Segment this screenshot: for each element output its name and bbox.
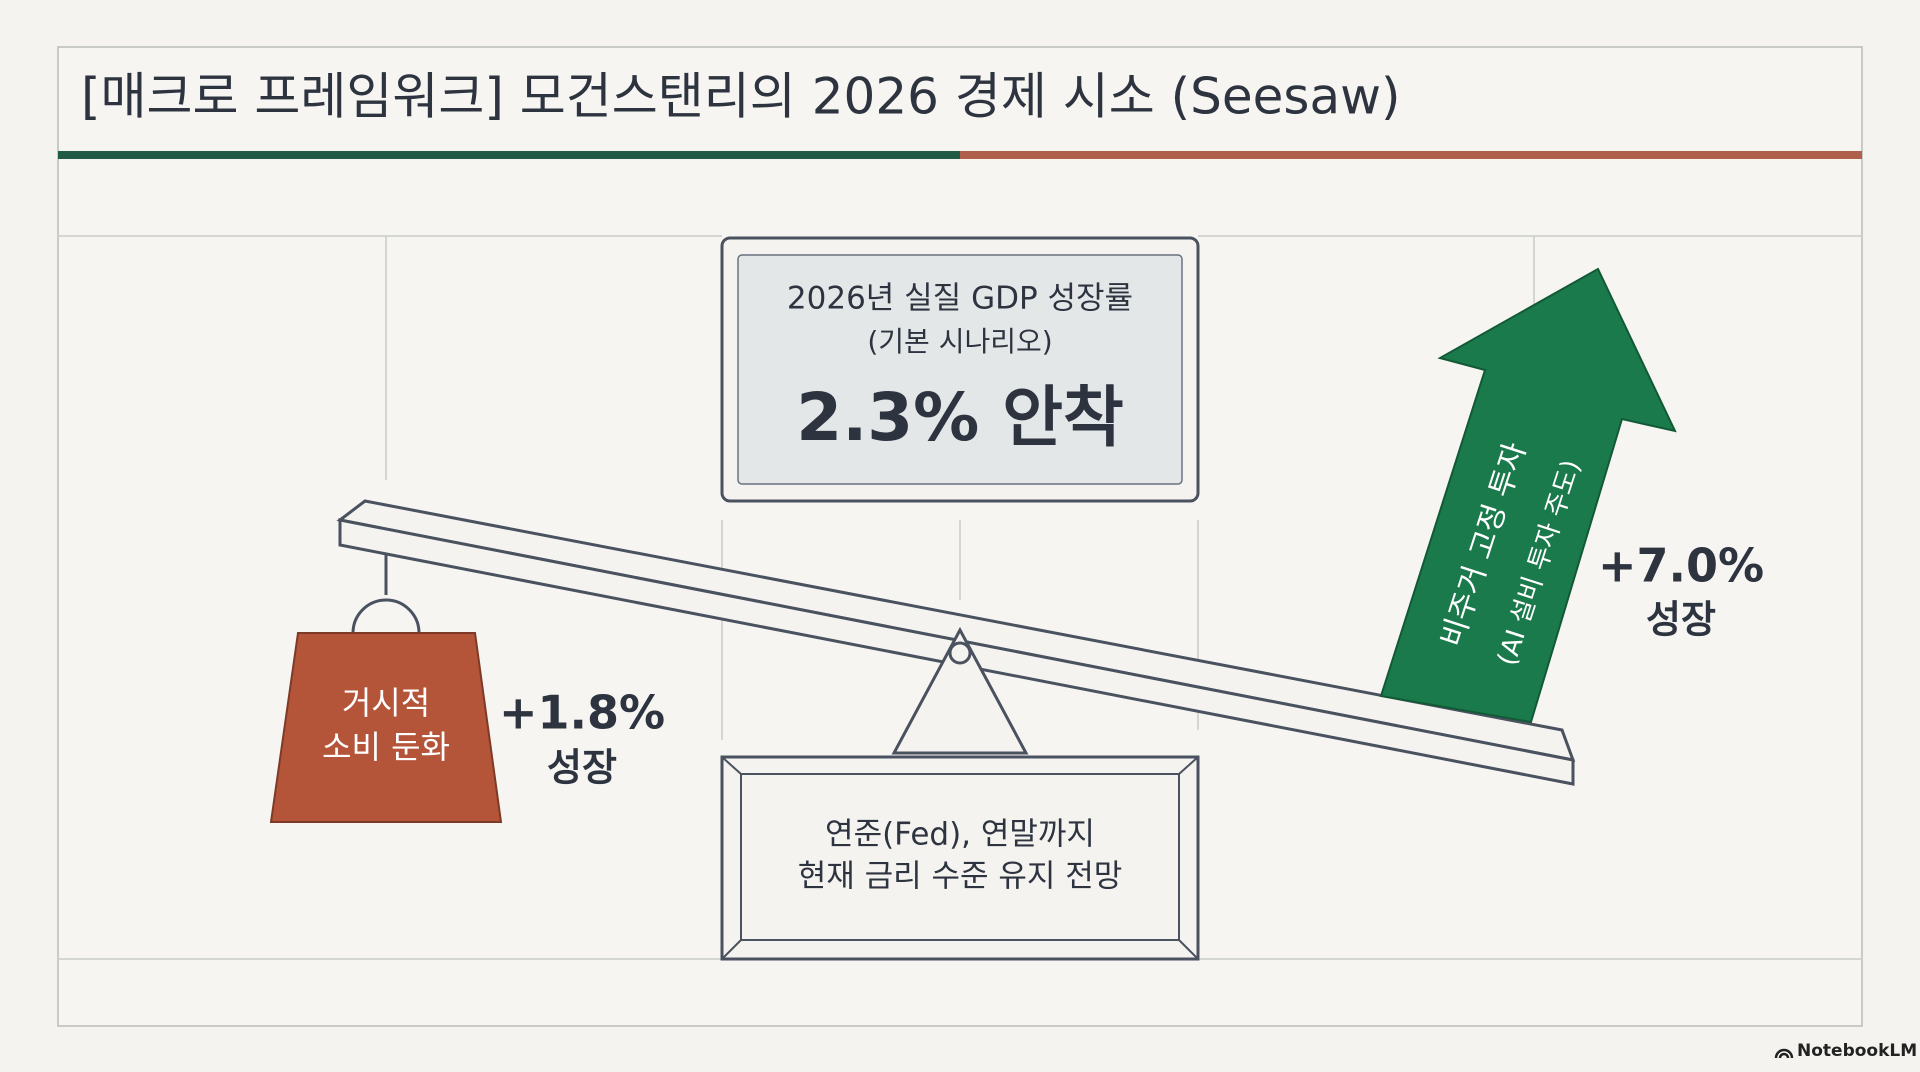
center-line1: 2026년 실질 GDP 성장률 bbox=[787, 281, 1133, 317]
underline-green bbox=[58, 151, 960, 159]
right-arrow: 비주거 고정 투자 (AI 설비 투자 주도) +7.0% 성장 bbox=[1379, 267, 1764, 724]
weight-line2: 소비 둔화 bbox=[322, 728, 450, 766]
fulcrum-line2: 현재 금리 수준 유지 전망 bbox=[798, 859, 1123, 895]
brand-name: NotebookLM bbox=[1797, 1041, 1917, 1061]
left-growth-label: 성장 bbox=[547, 746, 617, 790]
center-value: 2.3% 안착 bbox=[796, 379, 1123, 456]
underline-brown bbox=[960, 151, 1862, 159]
fulcrum-box: 연준(Fed), 연말까지 현재 금리 수준 유지 전망 bbox=[720, 755, 1200, 961]
seesaw bbox=[336, 499, 1576, 786]
right-growth: +7.0% bbox=[1598, 539, 1764, 593]
center-box: 2026년 실질 GDP 성장률 (기본 시나리오) 2.3% 안착 bbox=[720, 236, 1200, 503]
brand: NotebookLM bbox=[1774, 1041, 1917, 1061]
right-growth-label: 성장 bbox=[1646, 598, 1716, 642]
left-growth: +1.8% bbox=[499, 686, 665, 740]
title: [매크로 프레임워크] 모건스탠리의 2026 경제 시소 (Seesaw) bbox=[81, 68, 1400, 126]
weight-line1: 거시적 bbox=[342, 684, 430, 722]
left-weight: 거시적 소비 둔화 +1.8% 성장 bbox=[269, 598, 665, 823]
fulcrum-line1: 연준(Fed), 연말까지 bbox=[825, 817, 1095, 853]
center-line2: (기본 시나리오) bbox=[867, 325, 1052, 358]
